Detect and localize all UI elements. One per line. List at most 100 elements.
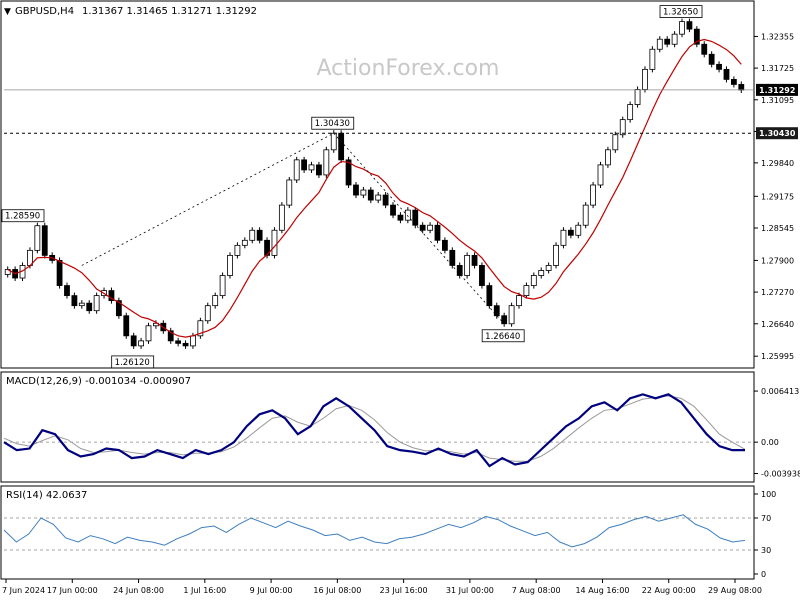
candle-body [286,179,293,206]
candle-body [375,194,382,201]
candle-body [41,225,48,256]
macd-line [3,393,745,468]
candle-body [130,335,137,347]
candle-body [64,285,70,297]
candle-body [227,254,233,276]
level-price-box [756,127,798,140]
price-tick-label: 1.27270 [761,288,794,297]
rsi-tick-label: 70 [761,514,771,523]
candle-body [508,305,515,325]
macd-tick-label: 0.00 [761,438,779,447]
rsi-plot [3,514,754,551]
candle-body [427,224,433,231]
price-label-box [311,116,355,130]
candle-body [575,224,582,236]
candle-body [397,214,404,221]
candle-body [338,132,345,161]
ohlc-values: 1.31367 1.31465 1.31271 1.31292 [82,6,257,17]
candle-body [419,224,426,231]
candle-body [471,254,478,266]
candle-body [219,275,226,297]
level-price-label: 1.30430 [759,129,796,138]
candle-body [582,204,589,226]
price-tick-label: 1.26640 [761,320,794,329]
candle-body [597,164,604,186]
macd-plot [3,393,754,468]
candle-body [449,249,456,266]
candle-body [204,305,211,322]
candle-body [167,330,174,342]
candle-body [516,295,522,307]
macd-tick-label: -0.003938 [761,470,800,479]
time-tick-label: 22 Aug 00:00 [642,586,696,595]
price-tick-label: 1.29840 [761,159,794,168]
price-plot: 1.28590 1.26120 1.30430 1.26640 1.32650 [1,5,754,369]
rsi-axis: 100 70 30 0 [754,490,776,579]
candle-body [738,84,745,91]
price-label-box [481,329,525,343]
macd-axis: 0.006413 0.00 -0.003938 [754,387,800,479]
macd-tick-label: 0.006413 [761,387,799,396]
dropdown-arrow-icon[interactable]: ▼ [4,7,11,17]
candle-body [679,21,685,35]
time-tick-label: 23 Jul 16:00 [380,586,428,595]
time-tick-label: 7 Aug 08:00 [512,586,561,595]
candle-body [56,260,63,286]
candle-body [197,320,204,337]
rsi-pane [0,485,755,580]
candle-body [108,290,115,302]
candle-body [530,275,537,286]
time-axis: 7 Jun 2024 17 Jun 00:00 24 Jun 08:00 1 Jul … [2,579,762,595]
candle-body [138,340,144,347]
candle-body [212,295,219,307]
candle-body [523,285,530,297]
price-label-text: 1.26640 [485,332,520,342]
candle-body [723,68,730,80]
time-tick-label: 16 Jul 08:00 [313,586,361,595]
price-tick-label: 1.32355 [761,32,794,41]
candle-body [434,224,441,241]
candle-body [701,43,708,55]
candle-body [353,184,359,196]
candle-body [560,229,567,246]
price-label-box [111,355,155,369]
candle-body [308,164,315,171]
candle-body [464,254,471,276]
candle-body [716,63,722,70]
candle-body [642,68,648,90]
candle-body [330,132,337,151]
candle-body [456,265,463,276]
candle-body [649,48,656,70]
candle-body [316,164,322,176]
time-tick-label: 9 Jul 00:00 [250,586,293,595]
price-tick-label: 1.27900 [761,256,794,265]
time-tick-label: 31 Jul 00:00 [446,586,494,595]
time-tick-label: 1 Jul 16:00 [183,586,226,595]
time-tick-label: 17 Jun 00:00 [47,586,98,595]
candle-body [693,28,700,45]
rsi-title: RSI(14) 42.0637 [6,490,87,501]
candle-body [656,38,663,50]
candle-body [123,315,130,337]
candle-body [493,305,500,317]
symbol-label: GBPUSD,H4 [15,6,74,17]
price-label-text: 1.30430 [315,119,350,129]
rsi-tick-label: 30 [761,546,771,555]
candle-body [590,184,596,206]
candle-body [145,325,152,342]
time-tick-label: 14 Aug 16:00 [575,586,629,595]
candle-body [390,204,396,216]
candle-body [71,295,78,307]
price-axis: 1.323551.317251.310951.304651.298401.291… [754,32,798,361]
price-tick-label: 1.25995 [761,352,794,361]
time-tick-label: 29 Aug 08:00 [708,586,762,595]
price-tick-label: 1.28545 [761,224,794,233]
candle-body [241,239,248,246]
watermark: ActionForex.com [317,56,500,81]
current-price-label: 1.31292 [759,86,795,95]
candle-body [93,295,100,312]
candle-body [293,159,300,181]
candle-body [175,340,182,344]
price-tick-label: 1.31095 [761,96,794,105]
